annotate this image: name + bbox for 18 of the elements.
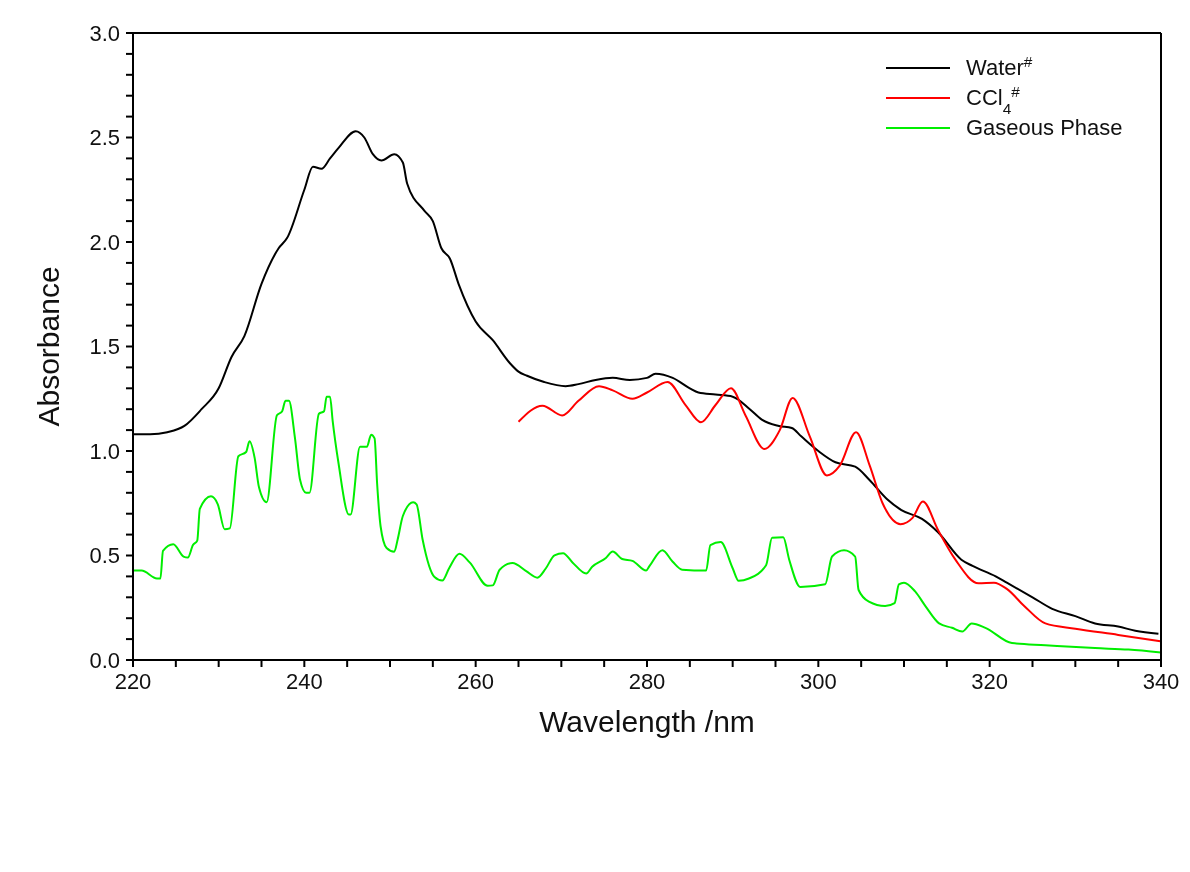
y-tick-label: 2.0 <box>89 229 120 255</box>
y-tick-label: 3.0 <box>89 20 120 46</box>
legend-label: Water$^{#}$ <box>966 52 1033 80</box>
x-tick-label: 240 <box>285 668 323 694</box>
x-tick-label: 260 <box>457 668 495 694</box>
y-tick-label: 0.5 <box>89 543 120 569</box>
legend-label: Gaseous Phase <box>966 115 1123 140</box>
y-tick-label: 2.5 <box>89 125 120 151</box>
x-tick-label: 320 <box>971 668 1009 694</box>
x-tick-label: 340 <box>1142 668 1180 694</box>
y-tick-label: 1.0 <box>89 438 120 464</box>
x-tick-label: 280 <box>628 668 666 694</box>
line-series <box>517 381 1161 643</box>
x-tick-label: 300 <box>799 668 837 694</box>
x-axis-title: Wavelength /nm <box>539 705 755 738</box>
y-tick-label: 1.5 <box>89 334 120 360</box>
line-series <box>133 395 1161 654</box>
y-axis-title: Absorbance <box>31 266 65 427</box>
